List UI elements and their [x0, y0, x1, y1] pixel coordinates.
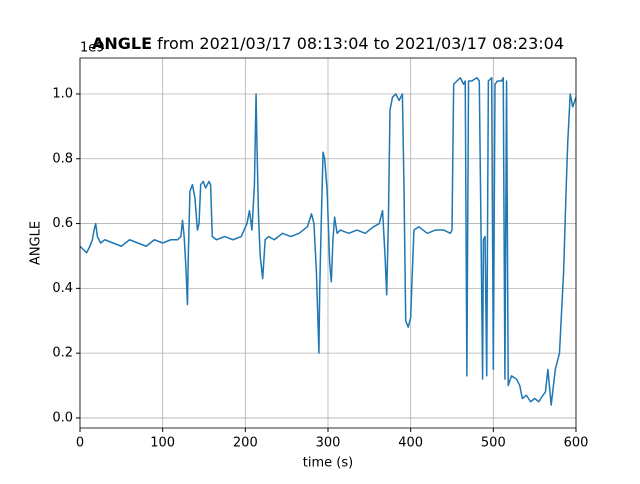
y-tick-label: 0.0: [52, 410, 73, 425]
y-tick-label: 1.0: [52, 86, 73, 101]
x-axis-label: time (s): [303, 456, 353, 471]
y-tick-label: 0.2: [52, 346, 73, 361]
y-axis-label: ANGLE: [29, 221, 44, 265]
x-tick-label: 500: [481, 436, 506, 451]
offset-label: 1e9: [80, 41, 105, 56]
x-tick-label: 600: [564, 436, 589, 451]
title-text: from 2021/03/17 08:13:04 to 2021/03/17 0…: [157, 34, 564, 53]
x-tick-label: 100: [150, 436, 175, 451]
x-tick-label: 300: [316, 436, 341, 451]
y-tick-label: 0.4: [52, 281, 73, 296]
x-tick-label: 400: [398, 436, 423, 451]
x-tick-label: 0: [76, 436, 84, 451]
x-tick-label: 200: [233, 436, 258, 451]
data-line: [79, 77, 577, 406]
plot-frame: [79, 57, 577, 429]
y-tick-label: 0.6: [52, 216, 73, 231]
title-bold: ANGLE: [92, 34, 152, 53]
chart-title: ANGLE from 2021/03/17 08:13:04 to 2021/0…: [92, 34, 564, 53]
y-tick-label: 0.8: [52, 151, 73, 166]
